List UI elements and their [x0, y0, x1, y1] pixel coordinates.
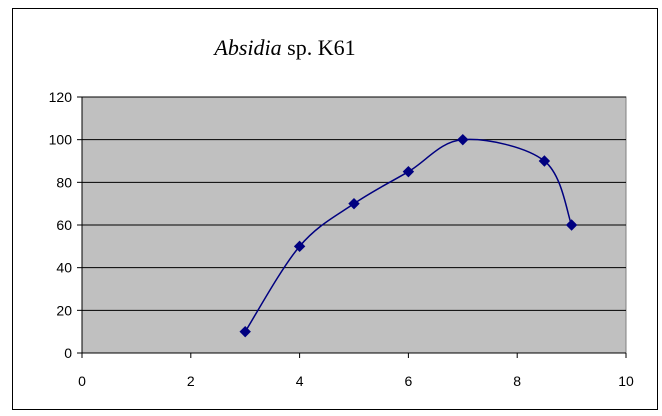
x-tick-label-2: 4: [296, 373, 304, 389]
data-point-0-2: [348, 197, 360, 210]
data-point-0-5: [538, 155, 551, 167]
x-tick-label-0: 0: [78, 373, 86, 389]
y-tick-label-2: 40: [56, 260, 72, 276]
y-tick-label-5: 100: [49, 132, 73, 148]
gridlines: [82, 96, 626, 354]
series-group: [239, 133, 578, 338]
data-point-0-4: [457, 133, 469, 146]
chart-title: Absidia sp. K61: [212, 35, 355, 60]
data-point-0-1: [293, 240, 306, 253]
data-point-0-0: [239, 325, 251, 338]
chart-title-rest: sp. K61: [282, 35, 356, 60]
x-tick-label-1: 2: [187, 373, 195, 389]
data-point-0-3: [402, 165, 415, 178]
y-tick-label-0: 0: [64, 345, 72, 361]
tick-labels: 0 20 40 60 80 100 120 0 2 4 6 8 10: [49, 89, 634, 389]
data-point-0-6: [565, 219, 578, 231]
x-tick-label-4: 8: [513, 373, 521, 389]
y-tick-label-4: 80: [56, 174, 72, 190]
x-tick-label-3: 6: [405, 373, 413, 389]
chart-title-italic: Absidia: [212, 35, 281, 60]
y-tick-label-3: 60: [56, 217, 72, 233]
y-tick-label-1: 20: [56, 302, 72, 318]
x-tick-label-5: 10: [618, 373, 634, 389]
y-tick-label-6: 120: [49, 89, 73, 105]
